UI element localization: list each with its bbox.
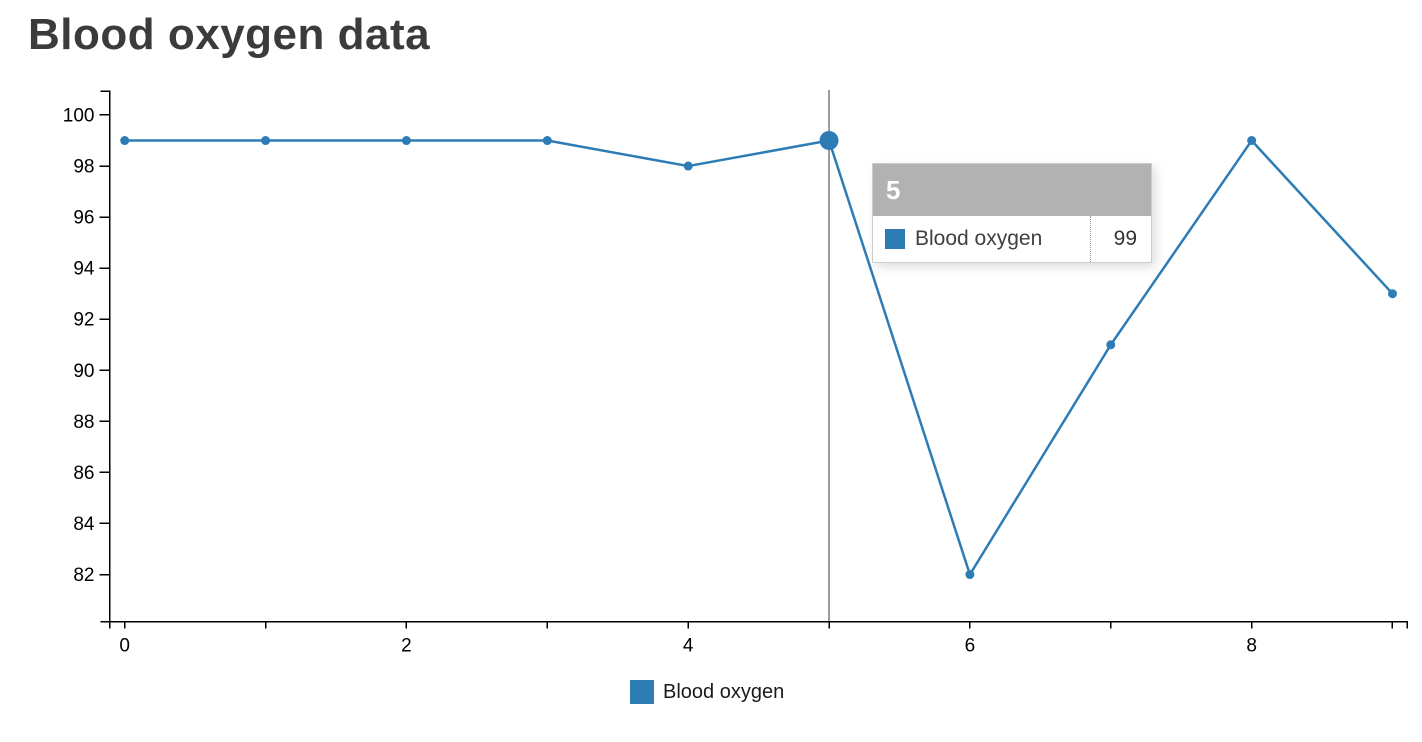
data-point[interactable]: [683, 161, 693, 171]
y-tick-label: 100: [63, 105, 95, 126]
tooltip: 5 Blood oxygen 99: [872, 163, 1152, 263]
x-tick-label: 4: [683, 636, 694, 657]
y-tick-label: 98: [73, 157, 94, 178]
x-tick-label: 8: [1246, 636, 1257, 657]
data-point-hovered[interactable]: [819, 131, 839, 151]
axes: [99, 90, 1408, 629]
chart-title: Blood oxygen data: [28, 10, 431, 59]
y-tick-label: 96: [73, 208, 94, 229]
tooltip-series-name: Blood oxygen: [915, 227, 1043, 250]
tooltip-header: 5: [873, 164, 1151, 216]
data-point[interactable]: [1247, 136, 1257, 146]
data-point[interactable]: [120, 136, 130, 146]
y-tick-label: 92: [73, 310, 94, 331]
data-point[interactable]: [542, 136, 552, 146]
data-point[interactable]: [401, 136, 411, 146]
y-axis-line: [100, 90, 111, 623]
x-tick-label: 0: [119, 636, 130, 657]
legend-label: Blood oxygen: [663, 680, 785, 703]
data-point[interactable]: [1106, 340, 1116, 350]
y-tick-label: 88: [73, 412, 94, 433]
tooltip-body: Blood oxygen 99: [873, 216, 1151, 262]
y-tick-label: 90: [73, 361, 94, 382]
data-point[interactable]: [1387, 289, 1397, 299]
y-tick-label: 82: [73, 565, 94, 586]
y-tick-label: 86: [73, 463, 94, 484]
data-point[interactable]: [965, 570, 975, 580]
legend-swatch-icon: [630, 680, 654, 704]
x-tick-label: 6: [965, 636, 976, 657]
legend-item-blood-oxygen[interactable]: Blood oxygen: [630, 680, 784, 704]
x-axis-line: [108, 620, 1408, 629]
x-tick-label: 2: [401, 636, 412, 657]
series-line: [123, 139, 1394, 576]
y-tick-label: 84: [73, 514, 95, 535]
series-swatch-icon: [885, 229, 905, 249]
data-point[interactable]: [261, 136, 271, 146]
tooltip-value: 99: [1090, 216, 1151, 262]
y-tick-label: 94: [73, 259, 95, 280]
